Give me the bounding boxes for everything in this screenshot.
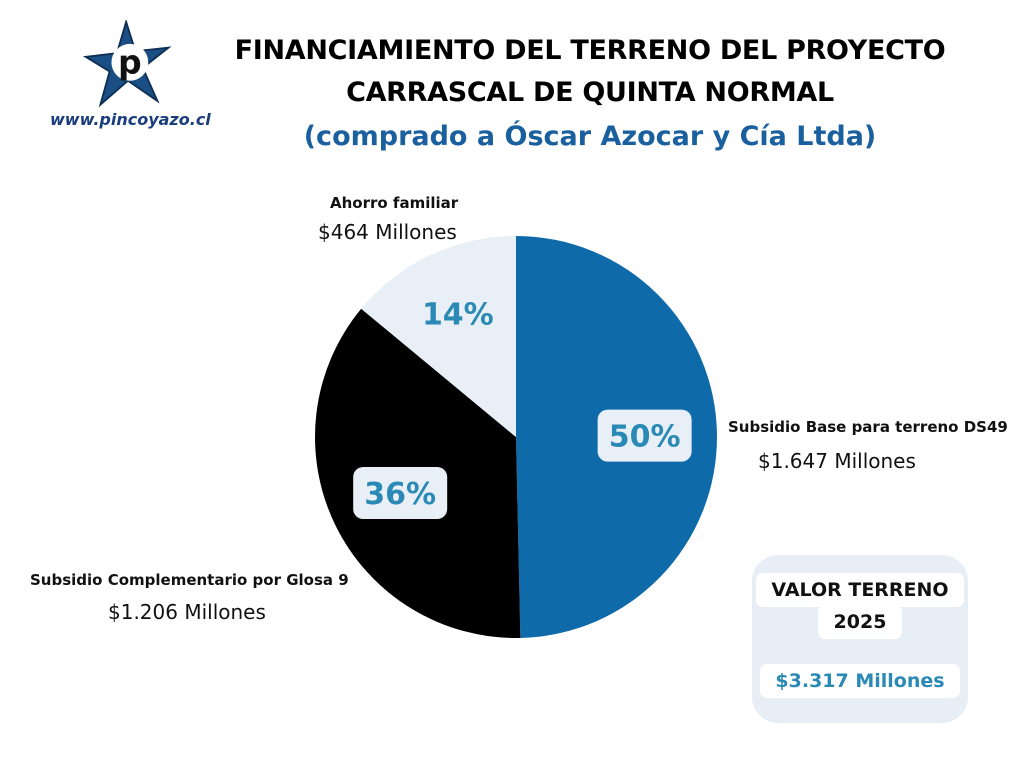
- percent-label-ahorro: 14%: [422, 297, 494, 332]
- chart-title-line2: CARRASCAL DE QUINTA NORMAL: [346, 77, 834, 108]
- pie-slice-ahorro: [361, 236, 516, 437]
- slice-amount-base: $1.647 Millones: [758, 449, 916, 473]
- slice-name-base: Subsidio Base para terreno DS49: [728, 418, 1008, 436]
- slice-name-ahorro: Ahorro familiar: [330, 194, 459, 212]
- slice-name-complementario: Subsidio Complementario por Glosa 9: [30, 571, 349, 589]
- total-label-line1: VALOR TERRENO: [756, 573, 964, 607]
- percent-text-complementario: 36%: [364, 477, 436, 512]
- chart-title-line1: FINANCIAMIENTO DEL TERRENO DEL PROYECTO: [234, 35, 946, 66]
- percent-label-complementario: 36%: [353, 466, 448, 519]
- pincoyazo-logo: p: [82, 20, 172, 108]
- percent-text-base: 50%: [609, 420, 681, 455]
- title-block: FINANCIAMIENTO DEL TERRENO DEL PROYECTO …: [200, 30, 980, 160]
- logo-disc: [111, 43, 149, 81]
- total-label-line2: 2025: [818, 605, 902, 639]
- total-value: $3.317 Millones: [760, 664, 960, 698]
- slice-amount-complementario: $1.206 Millones: [108, 600, 266, 624]
- total-value-card: VALOR TERRENO 2025 $3.317 Millones: [752, 555, 968, 723]
- chart-subtitle: (comprado a Óscar Azocar y Cía Ltda): [303, 121, 877, 152]
- percent-pill-base: [597, 409, 692, 462]
- site-url[interactable]: www.pincoyazo.cl: [50, 110, 211, 129]
- logo-letter: p: [118, 42, 142, 81]
- percent-label-base: 50%: [597, 409, 692, 462]
- percent-text-ahorro: 14%: [422, 297, 494, 332]
- slice-amount-ahorro: $464 Millones: [314, 220, 461, 244]
- percent-pill-complementario: [353, 466, 448, 519]
